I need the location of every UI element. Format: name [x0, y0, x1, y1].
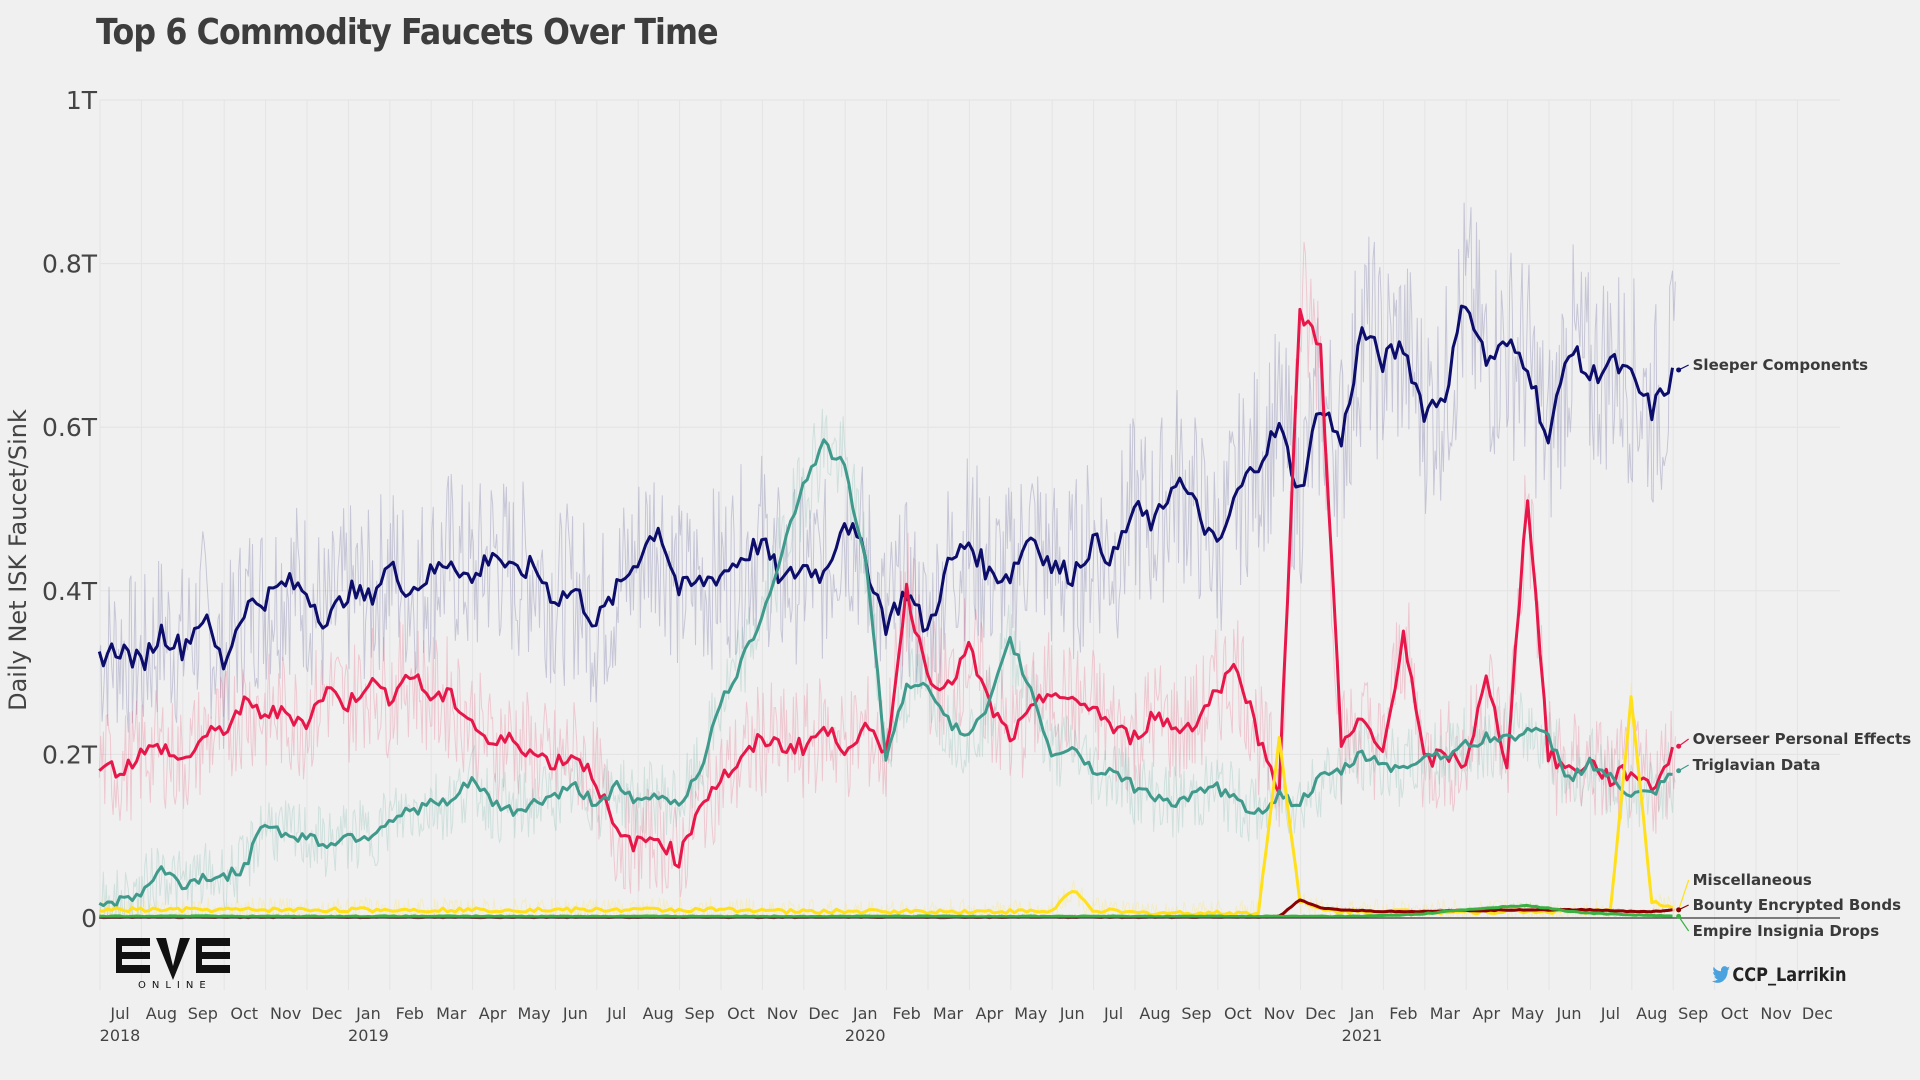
label-connector	[1678, 738, 1689, 747]
series-line-0	[97, 304, 1674, 672]
y-axis-ticks: 0 0.2T 0.4T 0.6T 0.8T 1T	[42, 86, 98, 933]
x-tick-label: Apr	[976, 1004, 1004, 1023]
x-tick-label: Sep	[1181, 1004, 1211, 1023]
x-tick-label: Jun	[562, 1004, 588, 1023]
x-year-label: 2018	[100, 1026, 141, 1045]
direct-labels: Sleeper Components Overseer Personal Effe…	[1676, 356, 1911, 940]
twitter-credit[interactable]: CCP_Larrikin	[1712, 964, 1846, 986]
x-tick-label: Jan	[1349, 1004, 1375, 1023]
raw-series-0	[98, 202, 1676, 749]
x-tick-label: Dec	[808, 1004, 839, 1023]
x-tick-label: Mar	[933, 1004, 964, 1023]
x-tick-label: Oct	[230, 1004, 258, 1023]
x-tick-label: Apr	[1472, 1004, 1500, 1023]
y-tick-label: 0.6T	[42, 413, 98, 442]
x-tick-label: Feb	[396, 1004, 424, 1023]
label-connector	[1678, 364, 1689, 371]
x-tick-label: Nov	[1760, 1004, 1791, 1023]
y-axis-label: Daily Net ISK Faucet/Sink	[4, 409, 32, 711]
x-tick-label: Sep	[685, 1004, 715, 1023]
x-tick-label: Nov	[1264, 1004, 1295, 1023]
series-label: Sleeper Components	[1693, 356, 1869, 374]
grid	[99, 99, 1840, 990]
series-label: Empire Insignia Drops	[1693, 922, 1880, 940]
x-tick-label: Sep	[188, 1004, 218, 1023]
x-tick-label: Aug	[1636, 1004, 1667, 1023]
x-tick-label: Aug	[146, 1004, 177, 1023]
raw-daily-series	[98, 202, 1676, 920]
x-year-label: 2021	[1342, 1026, 1383, 1045]
x-tick-label: Sep	[1678, 1004, 1708, 1023]
y-tick-label: 1T	[66, 86, 98, 115]
series-line-2	[98, 438, 1673, 908]
x-year-label: 2019	[348, 1026, 389, 1045]
x-tick-label: Jul	[606, 1004, 626, 1023]
x-tick-label: Jul	[1600, 1004, 1620, 1023]
x-tick-label: Jun	[1059, 1004, 1085, 1023]
x-tick-label: Dec	[1802, 1004, 1833, 1023]
x-tick-label: May	[1014, 1004, 1047, 1023]
series-label: Bounty Encrypted Bonds	[1693, 896, 1901, 914]
label-connector	[1678, 916, 1690, 932]
x-tick-label: Nov	[270, 1004, 301, 1023]
y-tick-label: 0.4T	[42, 577, 98, 606]
x-tick-label: Nov	[767, 1004, 798, 1023]
y-tick-label: 0.8T	[42, 250, 98, 279]
raw-series-1	[98, 241, 1676, 898]
x-tick-label: Jun	[1556, 1004, 1582, 1023]
x-tick-label: Jan	[355, 1004, 381, 1023]
twitter-handle: CCP_Larrikin	[1732, 964, 1847, 986]
series-label: Triglavian Data	[1693, 756, 1821, 774]
label-connector	[1678, 879, 1690, 911]
y-tick-label: 0.2T	[42, 740, 98, 769]
series-label: Miscellaneous	[1693, 871, 1812, 889]
x-tick-label: Oct	[1721, 1004, 1749, 1023]
raw-series-3	[98, 682, 1676, 920]
twitter-bird-icon	[1712, 966, 1730, 983]
y-tick-label: 0	[81, 904, 97, 933]
x-tick-label: Dec	[312, 1004, 343, 1023]
x-tick-label: Mar	[436, 1004, 467, 1023]
x-axis-ticks: Jul Aug Sep Oct Nov Dec Jan Feb Mar Apr May Jun Jul A…	[100, 1004, 1833, 1045]
chart-title: Top 6 Commodity Faucets Over Time	[96, 12, 719, 53]
x-tick-label: Aug	[1139, 1004, 1170, 1023]
label-connector	[1678, 764, 1689, 772]
x-tick-label: Aug	[643, 1004, 674, 1023]
eve-online-subtext: ONLINE	[138, 980, 212, 991]
x-tick-label: Feb	[1389, 1004, 1417, 1023]
x-tick-label: Mar	[1430, 1004, 1461, 1023]
x-tick-label: Oct	[727, 1004, 755, 1023]
x-year-label: 2020	[845, 1026, 886, 1045]
x-tick-label: Dec	[1305, 1004, 1336, 1023]
x-tick-label: Apr	[479, 1004, 507, 1023]
x-tick-label: May	[517, 1004, 550, 1023]
x-tick-label: Jan	[852, 1004, 878, 1023]
series-line-5	[99, 903, 1673, 919]
series-label: Overseer Personal Effects	[1693, 730, 1912, 748]
label-connector	[1678, 904, 1689, 911]
x-tick-label: Jul	[109, 1004, 129, 1023]
x-tick-label: Jul	[1103, 1004, 1123, 1023]
eve-online-logo	[116, 938, 230, 980]
x-tick-label: May	[1511, 1004, 1544, 1023]
x-tick-label: Feb	[892, 1004, 920, 1023]
raw-series-2	[98, 408, 1676, 919]
x-tick-label: Oct	[1224, 1004, 1252, 1023]
series-lines	[97, 304, 1674, 920]
